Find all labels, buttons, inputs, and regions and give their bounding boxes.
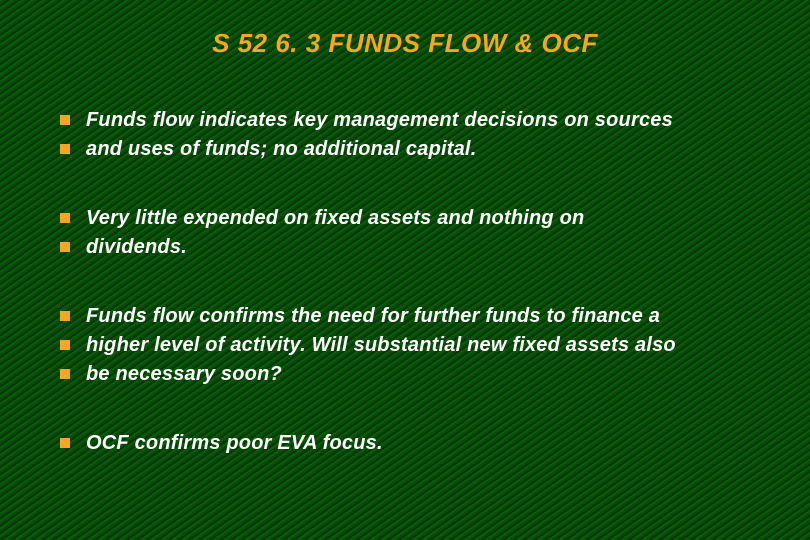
bullet-line: Very little expended on fixed assets and…: [60, 205, 760, 232]
bullet-marker-icon: [60, 242, 70, 252]
bullet-group: OCF confirms poor EVA focus.: [60, 430, 760, 457]
bullet-text: Funds flow indicates key management deci…: [86, 107, 673, 134]
bullet-text: Funds flow confirms the need for further…: [86, 303, 660, 330]
bullet-marker-icon: [60, 115, 70, 125]
bullet-line: be necessary soon?: [60, 361, 760, 388]
bullet-marker-icon: [60, 144, 70, 154]
slide-container: S 52 6. 3 FUNDS FLOW & OCF Funds flow in…: [0, 0, 810, 540]
bullet-group: Funds flow indicates key management deci…: [60, 107, 760, 163]
bullet-line: dividends.: [60, 234, 760, 261]
bullet-text: be necessary soon?: [86, 361, 282, 388]
bullet-text: Very little expended on fixed assets and…: [86, 205, 584, 232]
bullet-line: Funds flow confirms the need for further…: [60, 303, 760, 330]
bullet-text: and uses of funds; no additional capital…: [86, 136, 476, 163]
bullet-line: Funds flow indicates key management deci…: [60, 107, 760, 134]
bullet-group: Very little expended on fixed assets and…: [60, 205, 760, 261]
bullet-marker-icon: [60, 438, 70, 448]
bullet-marker-icon: [60, 311, 70, 321]
slide-content: Funds flow indicates key management deci…: [50, 107, 760, 457]
bullet-marker-icon: [60, 369, 70, 379]
slide-title: S 52 6. 3 FUNDS FLOW & OCF: [50, 28, 760, 59]
bullet-marker-icon: [60, 340, 70, 350]
bullet-line: OCF confirms poor EVA focus.: [60, 430, 760, 457]
bullet-line: higher level of activity. Will substanti…: [60, 332, 760, 359]
bullet-text: higher level of activity. Will substanti…: [86, 332, 676, 359]
bullet-text: OCF confirms poor EVA focus.: [86, 430, 383, 457]
bullet-line: and uses of funds; no additional capital…: [60, 136, 760, 163]
bullet-text: dividends.: [86, 234, 187, 261]
bullet-group: Funds flow confirms the need for further…: [60, 303, 760, 388]
bullet-marker-icon: [60, 213, 70, 223]
